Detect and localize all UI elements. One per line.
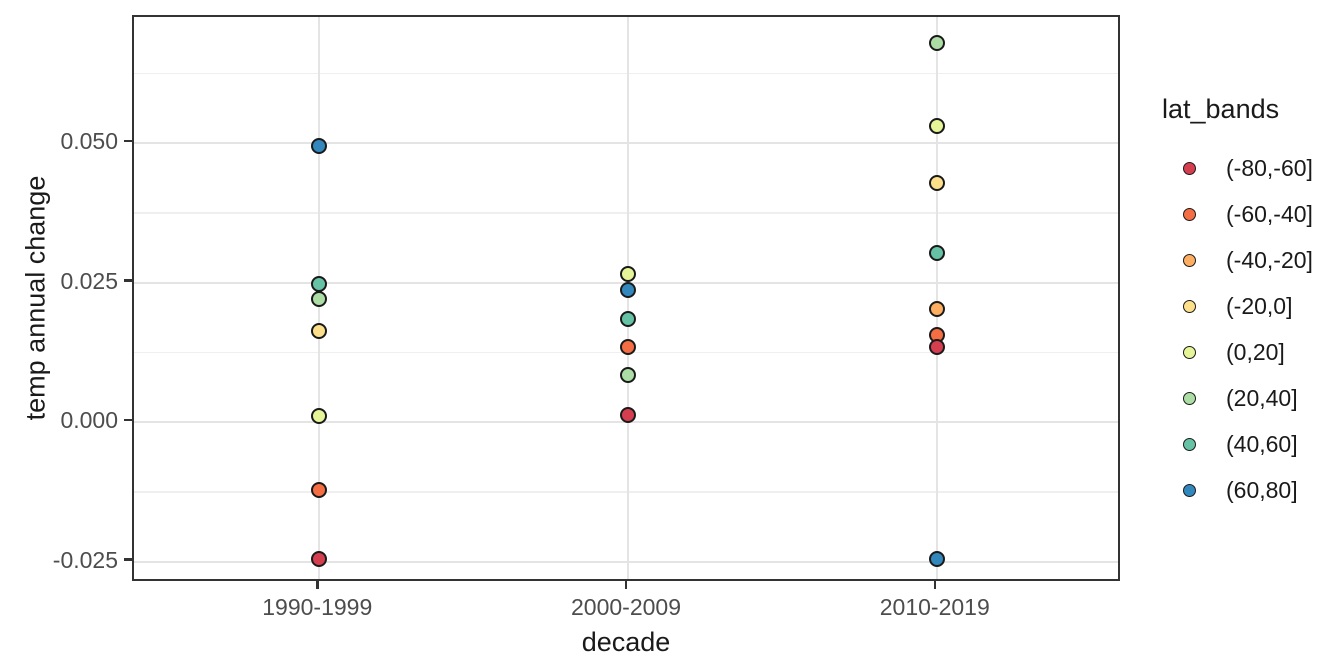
data-point	[311, 323, 328, 340]
y-tick-label: 0.050	[60, 128, 118, 154]
y-tick-mark	[124, 558, 132, 561]
legend: lat_bands (-80,-60] (-60,-40] (-40,-20] (-2…	[1162, 94, 1313, 513]
data-point	[928, 338, 945, 355]
legend-key-dot	[1183, 345, 1196, 359]
data-point	[620, 311, 636, 328]
data-point	[311, 275, 328, 292]
legend-key-dot	[1183, 299, 1196, 313]
gridline-minor	[134, 212, 1118, 214]
plot-panel	[132, 15, 1120, 581]
gridline-major	[134, 560, 1118, 563]
x-axis-title: decade	[581, 627, 671, 657]
legend-item: (-40,-20]	[1162, 237, 1313, 283]
legend-item: (60,80]	[1162, 467, 1313, 513]
legend-item: (-60,-40]	[1162, 191, 1313, 237]
x-tick-label: 1990-1999	[262, 594, 373, 620]
legend-item-label: (20,40]	[1226, 384, 1298, 411]
data-point	[311, 290, 328, 307]
legend-item: (40,60]	[1162, 421, 1313, 467]
legend-item: (0,20]	[1162, 329, 1313, 375]
data-point	[311, 408, 328, 425]
data-point	[928, 550, 945, 567]
data-point	[928, 118, 945, 135]
data-point	[620, 407, 636, 424]
y-tick-mark	[124, 418, 132, 422]
legend-item-label: (-80,-60]	[1226, 154, 1313, 181]
data-point	[620, 282, 636, 299]
data-point	[311, 550, 328, 567]
gridline-vertical	[935, 17, 938, 579]
y-tick-label: -0.025	[52, 546, 118, 573]
legend-key-dot	[1183, 437, 1196, 451]
data-point	[311, 482, 328, 499]
x-tick-label: 2010-2019	[879, 594, 990, 620]
legend-item-list: (-80,-60] (-60,-40] (-40,-20] (-20,0] (0,20]…	[1162, 145, 1313, 513]
legend-key-dot	[1183, 253, 1196, 267]
legend-item: (20,40]	[1162, 375, 1313, 421]
data-point	[620, 367, 636, 384]
x-tick-label: 2000-2009	[571, 594, 681, 620]
x-tick-mark	[933, 581, 936, 589]
y-axis-title: temp annual change	[20, 175, 51, 421]
legend-key-dot	[1183, 391, 1196, 405]
legend-key-dot	[1183, 483, 1196, 497]
legend-item-label: (0,20]	[1226, 338, 1285, 365]
gridline-major	[134, 142, 1118, 144]
legend-item-label: (-20,0]	[1226, 292, 1293, 319]
legend-item: (-80,-60]	[1162, 145, 1313, 191]
y-tick-label: 0.025	[60, 267, 118, 294]
y-tick-label: 0.000	[60, 407, 118, 433]
data-point	[928, 245, 945, 262]
legend-item-label: (-40,-20]	[1226, 246, 1313, 273]
legend-item-label: (-60,-40]	[1226, 200, 1313, 227]
data-point	[928, 301, 945, 318]
y-tick-mark	[124, 139, 132, 143]
data-point	[928, 34, 945, 51]
x-tick-mark	[624, 581, 628, 589]
gridline-minor	[134, 72, 1118, 75]
legend-title: lat_bands	[1162, 94, 1280, 124]
gridline-minor	[134, 491, 1118, 493]
legend-key-dot	[1183, 207, 1196, 221]
legend-item-label: (40,60]	[1226, 430, 1298, 457]
legend-item-label: (60,80]	[1226, 476, 1298, 503]
data-point	[620, 265, 636, 282]
data-point	[620, 339, 636, 356]
legend-key-dot	[1183, 161, 1196, 175]
data-point	[928, 174, 945, 191]
data-point	[311, 137, 328, 154]
x-tick-mark	[316, 581, 319, 589]
y-tick-mark	[124, 279, 132, 282]
legend-item: (-20,0]	[1162, 283, 1313, 329]
